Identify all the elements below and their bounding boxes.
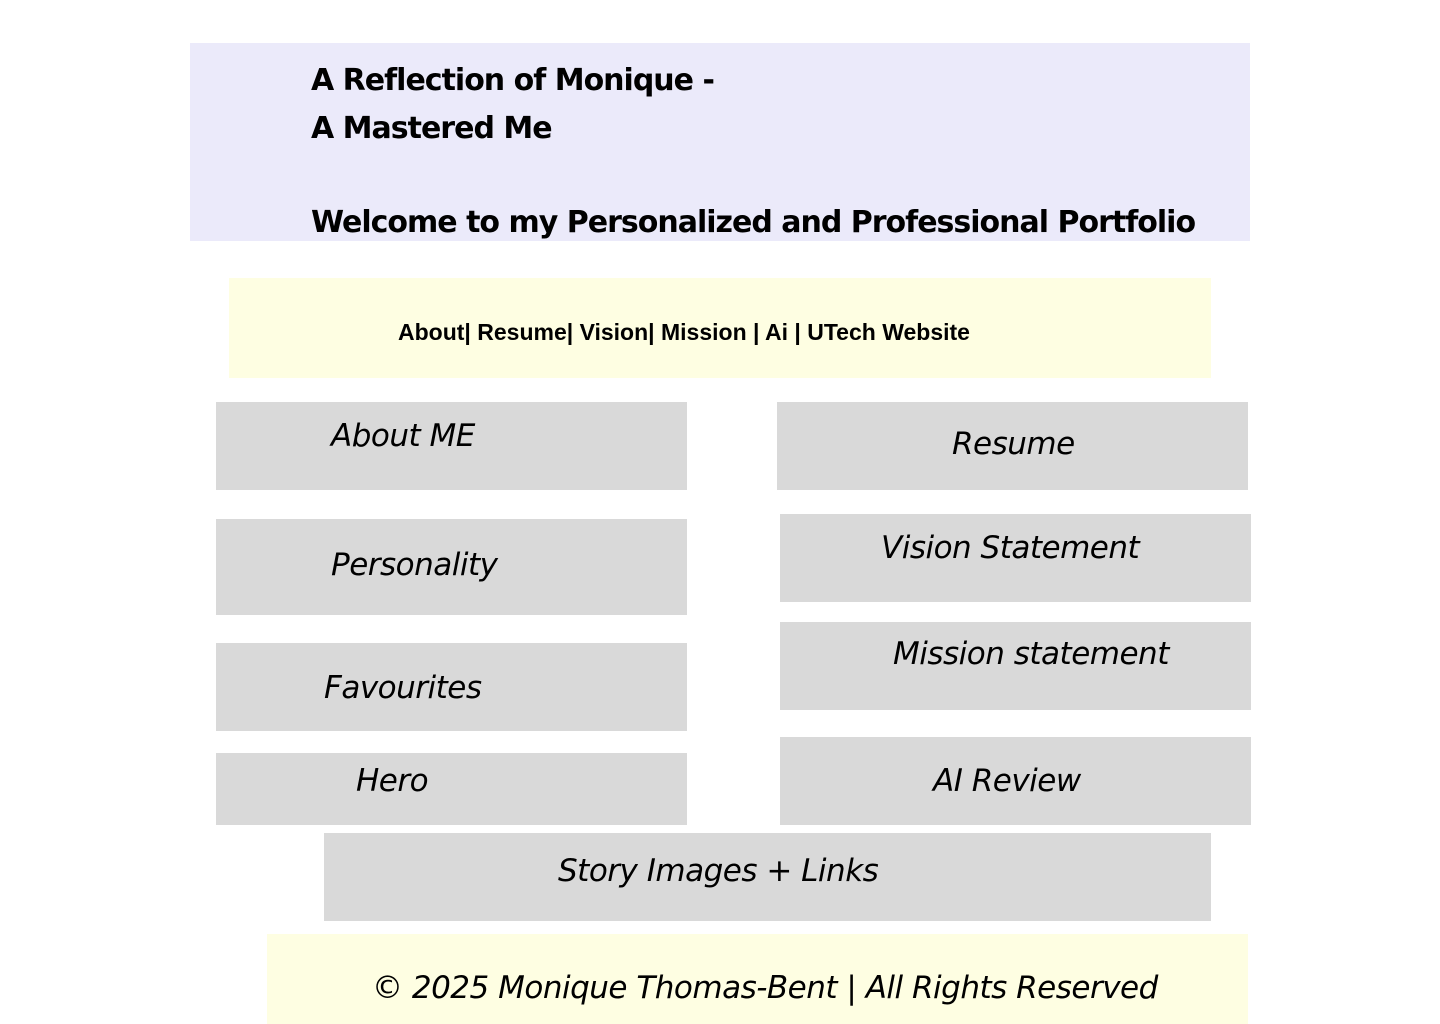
ai-review-label: AI Review [933, 763, 1081, 799]
welcome-heading: Welcome to my Personalized and Professio… [311, 205, 1196, 240]
top-nav: About| Resume| Vision| Mission | Ai | UT… [229, 278, 1211, 378]
personality-label: Personality [331, 547, 498, 583]
nav-link-about[interactable]: About [398, 319, 465, 345]
about-me-tile[interactable]: About ME [216, 402, 687, 490]
mission-statement-tile[interactable]: Mission statement [780, 622, 1251, 710]
nav-separator: | [566, 319, 580, 345]
nav-separator: | [753, 319, 765, 345]
nav-link-mission[interactable]: Mission [661, 319, 754, 345]
hero-tile[interactable]: Hero [216, 753, 687, 825]
hero-label: Hero [356, 763, 429, 799]
nav-separator: | [794, 319, 808, 345]
resume-label: Resume [952, 426, 1075, 462]
mission-statement-label: Mission statement [893, 636, 1169, 672]
nav-link-ai[interactable]: Ai [765, 319, 795, 345]
site-title-line2: A Mastered Me [311, 111, 553, 146]
story-images-links-label: Story Images + Links [558, 853, 879, 889]
copyright-text: © 2025 Monique Thomas-Bent | All Rights … [372, 970, 1158, 1006]
story-images-links-tile[interactable]: Story Images + Links [324, 833, 1211, 921]
nav-separator: | [648, 319, 661, 345]
nav-link-utech-website[interactable]: UTech Website [807, 319, 970, 345]
page-header: A Reflection of Monique - A Mastered Me … [190, 43, 1250, 241]
site-title: A Reflection of Monique - A Mastered Me [311, 57, 715, 153]
nav-link-vision[interactable]: Vision [579, 319, 649, 345]
resume-tile[interactable]: Resume [777, 402, 1248, 490]
favourites-tile[interactable]: Favourites [216, 643, 687, 731]
site-title-line1: A Reflection of Monique - [311, 63, 715, 98]
vision-statement-label: Vision Statement [881, 530, 1140, 566]
ai-review-tile[interactable]: AI Review [780, 737, 1251, 825]
favourites-label: Favourites [324, 670, 482, 706]
vision-statement-tile[interactable]: Vision Statement [780, 514, 1251, 602]
nav-link-resume[interactable]: Resume [477, 319, 567, 345]
nav-links: About| Resume| Vision| Mission | Ai | UT… [398, 319, 970, 346]
nav-separator: | [464, 319, 478, 345]
about-me-label: About ME [331, 418, 475, 454]
personality-tile[interactable]: Personality [216, 519, 687, 615]
page-footer: © 2025 Monique Thomas-Bent | All Rights … [267, 934, 1248, 1024]
